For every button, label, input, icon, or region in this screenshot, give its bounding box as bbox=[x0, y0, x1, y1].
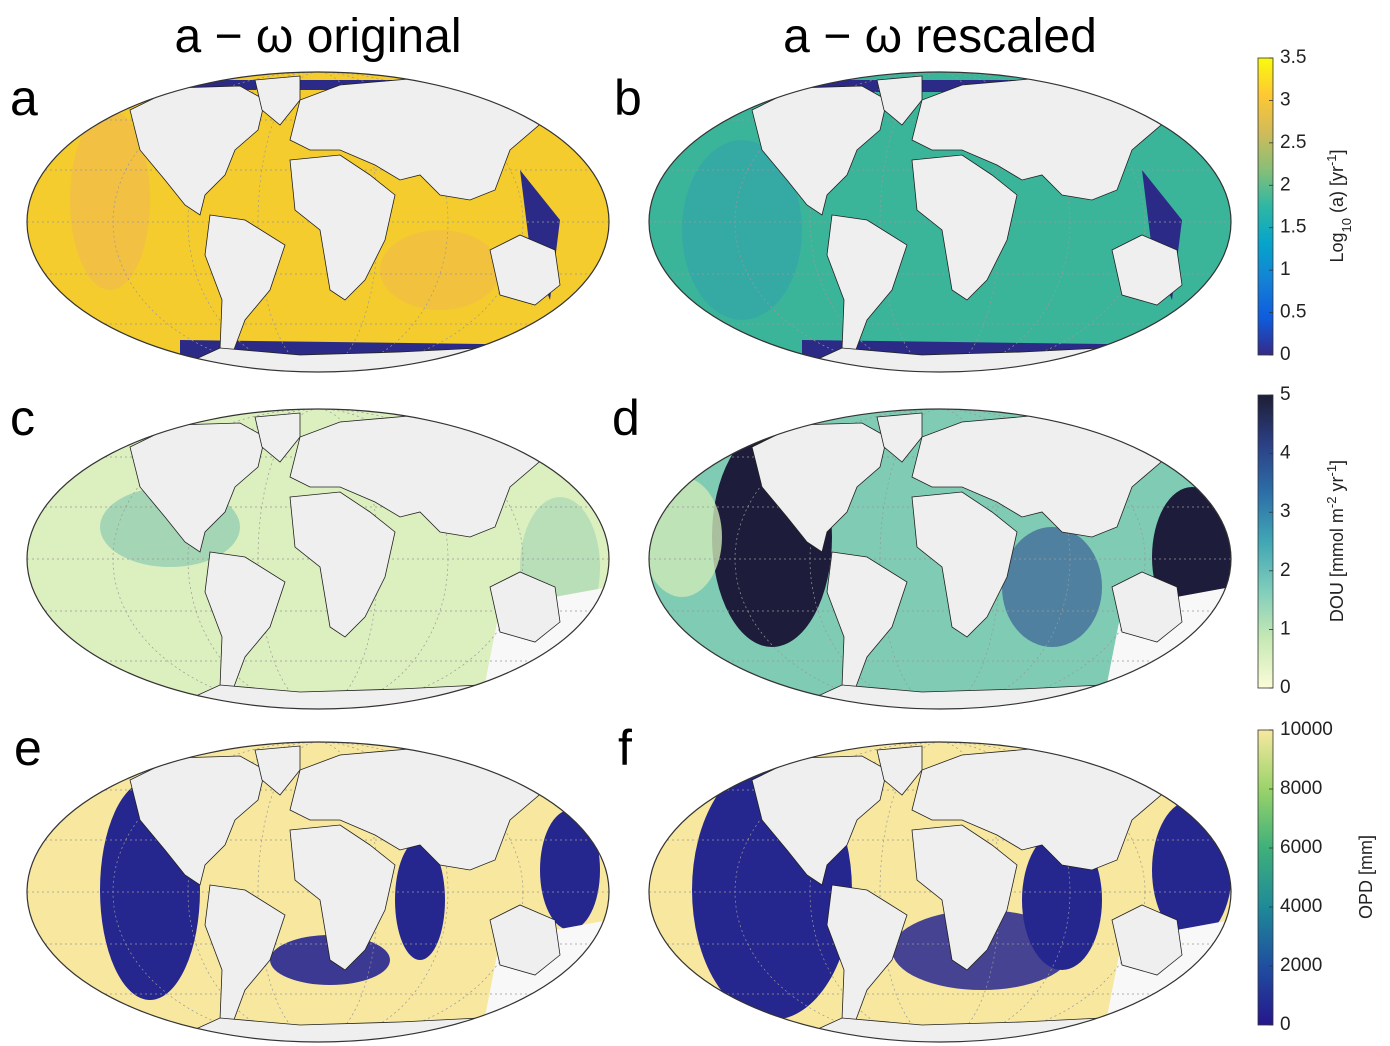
colorbar-tick-label: 3 bbox=[1280, 89, 1291, 110]
colorbar-tick-label: 0 bbox=[1280, 1014, 1291, 1035]
colorbar-tick-label: 3.5 bbox=[1280, 47, 1306, 68]
colorbar-tick-label: 1 bbox=[1280, 618, 1291, 639]
panel-letter: e bbox=[14, 720, 42, 776]
colorbar-tick-label: 1.5 bbox=[1280, 217, 1306, 238]
colorbar-tick-label: 2000 bbox=[1280, 955, 1322, 976]
panel-letter: a bbox=[10, 70, 38, 126]
map-panel bbox=[649, 742, 1232, 1046]
colorbar bbox=[1258, 395, 1273, 688]
colorbar-tick-label: 3 bbox=[1280, 501, 1291, 522]
colorbar-tick-label: 0 bbox=[1280, 344, 1291, 365]
map-panel bbox=[27, 72, 609, 390]
colorbar-tick-label: 0.5 bbox=[1280, 302, 1306, 323]
column-title: a − ω rescaled bbox=[783, 10, 1097, 63]
map-panel bbox=[27, 409, 609, 727]
colorbar-label: OPD [mm] bbox=[1356, 835, 1376, 919]
colorbar-tick-label: 4000 bbox=[1280, 896, 1322, 917]
panel-letter: f bbox=[618, 720, 632, 776]
panel-letter: d bbox=[612, 390, 640, 446]
colorbar bbox=[1258, 730, 1273, 1025]
colorbar-tick-label: 1 bbox=[1280, 259, 1291, 280]
colorbar-tick-label: 4 bbox=[1280, 443, 1291, 464]
map-panel bbox=[649, 72, 1231, 390]
colorbar-tick-label: 2.5 bbox=[1280, 132, 1306, 153]
colorbar-tick-label: 2 bbox=[1280, 560, 1291, 581]
colorbar-tick-label: 10000 bbox=[1280, 719, 1333, 740]
colorbar-label: DOU [mmol m-2 yr-1] bbox=[1324, 460, 1348, 622]
map-panel bbox=[642, 409, 1232, 727]
colorbar-tick-label: 8000 bbox=[1280, 778, 1322, 799]
map-panel bbox=[27, 742, 609, 1046]
colorbar-tick-label: 2 bbox=[1280, 174, 1291, 195]
panel-letter: b bbox=[614, 70, 642, 126]
figure: a − ω original a − ω rescaled bbox=[0, 0, 1390, 1046]
colorbar-tick-label: 5 bbox=[1280, 384, 1291, 405]
colorbar-tick-label: 0 bbox=[1280, 677, 1291, 698]
colorbar-tick-label: 6000 bbox=[1280, 837, 1322, 858]
panel-letter: c bbox=[10, 390, 35, 446]
column-title: a − ω original bbox=[175, 10, 462, 63]
colorbar-label: Log10 (a) [yr-1] bbox=[1324, 149, 1354, 262]
colorbar bbox=[1258, 58, 1273, 355]
